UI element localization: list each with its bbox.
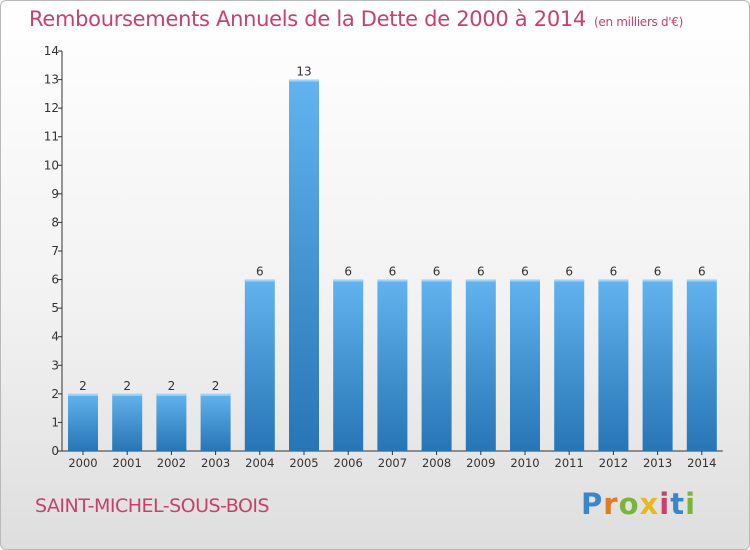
chart-subtitle: (en milliers d'€) — [594, 15, 684, 29]
bar-2003 — [200, 393, 231, 451]
x-tick-label-2003: 2003 — [201, 456, 230, 470]
y-tick-label: 8 — [51, 215, 59, 229]
data-label-2001: 2 — [123, 379, 131, 393]
data-label-2009: 6 — [477, 265, 485, 279]
bar-top-2012 — [598, 279, 629, 282]
y-tick-label: 6 — [51, 273, 59, 287]
data-label-2004: 6 — [256, 265, 264, 279]
data-label-2013: 6 — [654, 265, 662, 279]
data-label-2010: 6 — [521, 265, 529, 279]
data-label-2014: 6 — [698, 265, 706, 279]
chart-title: Remboursements Annuels de la Dette de 20… — [29, 7, 683, 31]
x-tick-label-2009: 2009 — [466, 456, 495, 470]
x-tick-label-2005: 2005 — [289, 456, 318, 470]
bars-group — [68, 79, 717, 452]
data-label-2006: 6 — [344, 265, 352, 279]
y-tick-label: 5 — [51, 301, 59, 315]
bar-top-2003 — [200, 393, 231, 396]
bar-2002 — [156, 393, 187, 451]
y-tick-label: 3 — [51, 358, 59, 372]
bar-2005 — [289, 79, 319, 452]
bar-2013 — [642, 279, 673, 451]
x-tick-label-2013: 2013 — [643, 456, 672, 470]
x-tick-label-2012: 2012 — [599, 456, 628, 470]
bar-top-2008 — [421, 279, 452, 282]
bar-top-2002 — [156, 393, 187, 396]
x-axis: 2000 2001 2002 2003 2004 2005 2006 2007 2008 2009… — [62, 450, 723, 470]
bar-top-2013 — [642, 279, 673, 282]
bar-2000 — [68, 393, 98, 451]
town-name: SAINT-MICHEL-SOUS-BOIS — [35, 495, 270, 517]
bar-top-2014 — [686, 279, 717, 282]
bar-2012 — [598, 279, 629, 451]
bar-top-2001 — [112, 393, 143, 396]
data-label-2002: 2 — [168, 379, 176, 393]
bar-top-2006 — [333, 279, 364, 282]
y-tick-label: 1 — [51, 415, 59, 429]
y-tick-label: 10 — [44, 158, 59, 172]
y-tick-label: 12 — [44, 101, 59, 115]
bar-top-2011 — [554, 279, 585, 282]
data-labels-group: 2 2 2 2 6 13 6 6 6 6 6 6 6 6 6 — [79, 65, 705, 393]
bar-2009 — [465, 279, 496, 451]
data-label-2000: 2 — [79, 379, 87, 393]
x-tick-label-2000: 2000 — [68, 456, 97, 470]
bar-top-2005 — [289, 79, 319, 82]
data-label-2007: 6 — [389, 265, 397, 279]
x-tick-label-2008: 2008 — [422, 456, 451, 470]
bar-2001 — [112, 393, 143, 451]
y-tick-label: 7 — [51, 244, 59, 258]
x-tick-label-2004: 2004 — [245, 456, 274, 470]
y-tick-label: 4 — [51, 330, 59, 344]
y-tick-label: 11 — [44, 130, 59, 144]
data-label-2011: 6 — [565, 265, 573, 279]
y-tick-label: 13 — [44, 73, 59, 87]
bar-top-2007 — [377, 279, 408, 282]
bar-2014 — [686, 279, 717, 451]
x-tick-label-2011: 2011 — [555, 456, 584, 470]
chart-title-text: Remboursements Annuels de la Dette de 20… — [29, 7, 586, 31]
bar-top-2009 — [465, 279, 496, 282]
y-tick-label: 0 — [51, 444, 59, 458]
bar-2008 — [421, 279, 452, 451]
x-tick-label-2002: 2002 — [157, 456, 186, 470]
data-label-2003: 2 — [212, 379, 220, 393]
y-tick-label: 14 — [44, 44, 59, 58]
bar-2006 — [333, 279, 364, 451]
bar-2004 — [244, 279, 275, 451]
proxiti-logo: Proxiti — [581, 487, 697, 521]
x-tick-label-2006: 2006 — [334, 456, 363, 470]
bar-2011 — [554, 279, 585, 451]
data-label-2005: 13 — [296, 65, 311, 79]
y-tick-label: 2 — [51, 387, 59, 401]
bar-top-2010 — [510, 279, 540, 282]
bar-2007 — [377, 279, 408, 451]
x-tick-label-2001: 2001 — [113, 456, 142, 470]
bar-top-2000 — [68, 393, 98, 396]
y-tick-label: 9 — [51, 187, 59, 201]
x-tick-label-2010: 2010 — [510, 456, 539, 470]
bar-2010 — [510, 279, 540, 451]
data-label-2008: 6 — [433, 265, 441, 279]
x-tick-label-2007: 2007 — [378, 456, 407, 470]
x-tick-label-2014: 2014 — [687, 456, 716, 470]
bar-top-2004 — [244, 279, 275, 282]
data-label-2012: 6 — [610, 265, 618, 279]
